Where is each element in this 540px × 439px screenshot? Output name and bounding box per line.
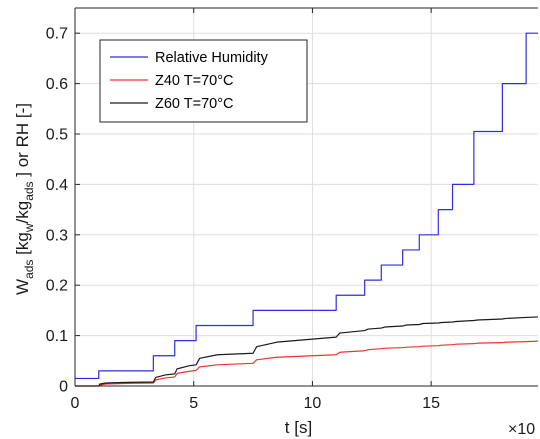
series-layer	[75, 32, 539, 387]
legend-box	[99, 39, 308, 123]
y-axis-label: Wads [kgw/kgads ] or RH [-]	[13, 103, 36, 295]
y-axis-label-part: ads	[22, 181, 36, 200]
y-tick-label: 0	[59, 379, 68, 396]
series-line-1	[75, 32, 538, 380]
y-axis-label-part: W	[13, 279, 32, 295]
y-tick-label: 0.5	[46, 127, 68, 144]
series-line-3	[75, 316, 539, 387]
y-axis-label-part: ads	[22, 260, 36, 279]
y-tick-label: 0.3	[46, 227, 68, 244]
legend-label-3: Z60 T=70°C	[155, 96, 233, 112]
y-axis-label-part: w	[22, 223, 36, 233]
x-tick-label: 10	[304, 395, 322, 412]
x-tick-label: 15	[422, 395, 440, 412]
y-tick-label: 0.7	[46, 26, 68, 43]
y-tick-label: 0.2	[46, 278, 68, 295]
y-tick-label: 0.6	[46, 76, 68, 93]
ticks: 0 5 10 15 0 0.1 0.2 0.3 0.4 0.5 0.6 0.7	[46, 8, 440, 412]
legend: Relative Humidity Z40 T=70°C Z60 T=70°C	[99, 39, 308, 123]
x-axis-label: t [s]	[285, 418, 312, 437]
y-tick-label: 0.1	[46, 328, 68, 345]
x-tick-label: 0	[71, 395, 80, 412]
legend-label-1: Relative Humidity	[155, 50, 269, 66]
y-axis-label-part: ] or RH [-]	[13, 103, 32, 181]
y-tick-label: 0.4	[46, 177, 68, 194]
y-axis-label-part: [kg	[13, 232, 32, 259]
series-line-2	[75, 340, 539, 387]
axes-frame	[74, 7, 538, 387]
legend-label-2: Z40 T=70°C	[155, 73, 233, 89]
x-tick-label: 5	[189, 395, 198, 412]
y-axis-label-part: /kg	[13, 201, 32, 224]
x-axis-exponent-label: ×10	[508, 421, 535, 438]
